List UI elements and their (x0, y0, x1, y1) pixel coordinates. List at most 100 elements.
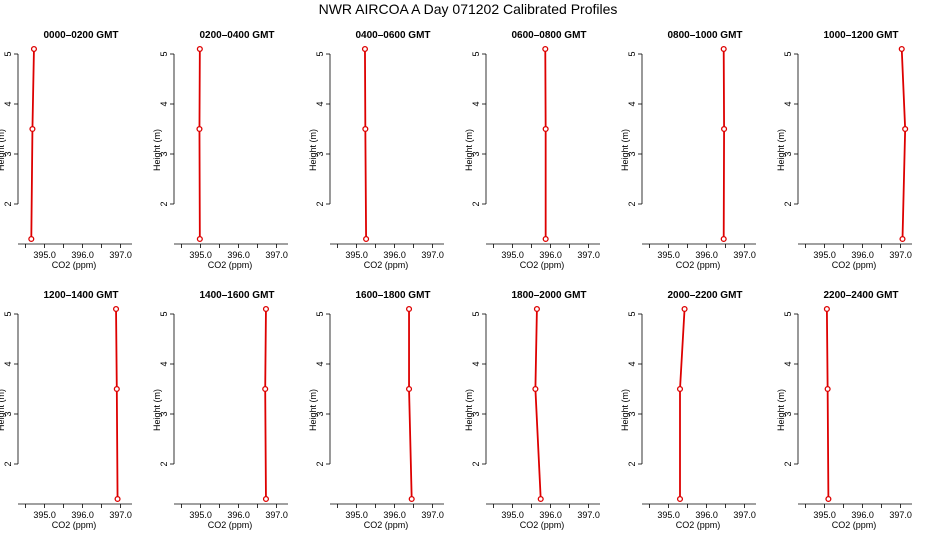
y-tick-label: 2 (627, 461, 637, 466)
data-point (196, 235, 203, 243)
data-point (542, 125, 549, 133)
y-tick-label: 2 (783, 201, 793, 206)
data-point (542, 235, 549, 243)
y-tick-label: 2 (315, 201, 325, 206)
panel-title: 0000–0200 GMT (43, 30, 118, 41)
data-point (676, 385, 684, 393)
x-tick-label: 396.0 (539, 510, 562, 520)
x-axis-label: CO2 (ppm) (364, 260, 409, 270)
profile-line (115, 308, 119, 500)
y-tick-label: 3 (783, 411, 793, 416)
panel-5: 0800–1000 GMT 2 3 4 5 Height (m) 395.0 396.0 397… (620, 30, 756, 270)
x-tick-label: 395.0 (501, 250, 524, 260)
x-tick-label: 395.0 (657, 250, 680, 260)
y-tick-label: 4 (3, 361, 13, 366)
data-point (720, 235, 727, 243)
data-point (899, 235, 906, 243)
x-tick-label: 396.0 (71, 250, 94, 260)
x-tick-label: 395.0 (501, 510, 524, 520)
y-tick-label: 3 (627, 151, 637, 156)
y-tick-label: 4 (315, 101, 325, 106)
y-tick-label: 2 (315, 461, 325, 466)
data-point (721, 125, 728, 133)
panel-11: 2000–2200 GMT 2 3 4 5 Height (m) 395.0 396.0 397… (620, 290, 756, 530)
x-tick-label: 396.0 (71, 510, 94, 520)
x-tick-label: 395.0 (345, 250, 368, 260)
panel-10: 1800–2000 GMT 2 3 4 5 Height (m) 395.0 396.0 397… (464, 290, 600, 530)
panel-title: 0400–0600 GMT (355, 30, 430, 41)
x-tick-label: 396.0 (851, 250, 874, 260)
profile-line (30, 48, 35, 240)
x-tick-label: 396.0 (695, 250, 718, 260)
y-tick-label: 5 (3, 311, 13, 316)
data-point (408, 495, 415, 503)
data-point (196, 45, 203, 53)
data-point (196, 125, 203, 133)
y-tick-label: 2 (3, 201, 13, 206)
y-tick-label: 4 (783, 361, 793, 366)
panel-1: 0000–0200 GMT 2 3 4 5 Height (m) 395.0 396.0 397… (0, 30, 132, 270)
profile-line (534, 308, 542, 500)
data-point (676, 495, 684, 503)
x-tick-label: 396.0 (851, 510, 874, 520)
y-axis-label: Height (m) (464, 389, 474, 431)
x-tick-label: 397.0 (889, 250, 912, 260)
x-tick-label: 397.0 (109, 250, 132, 260)
y-tick-label: 4 (315, 361, 325, 366)
panel-8: 1400–1600 GMT 2 3 4 5 Height (m) 395.0 396.0 397… (152, 290, 288, 530)
panel-title: 0200–0400 GMT (199, 30, 274, 41)
y-tick-label: 4 (159, 101, 169, 106)
panel-4: 0600–0800 GMT 2 3 4 5 Height (m) 395.0 396.0 397… (464, 30, 600, 270)
data-point (902, 125, 909, 133)
y-axis-label: Height (m) (308, 129, 318, 171)
x-tick-label: 395.0 (33, 250, 56, 260)
x-axis-label: CO2 (ppm) (52, 520, 97, 530)
panel-9: 1600–1800 GMT 2 3 4 5 Height (m) 395.0 396.0 397… (308, 290, 444, 530)
y-tick-label: 5 (315, 51, 325, 56)
x-axis-label: CO2 (ppm) (208, 520, 253, 530)
y-tick-label: 5 (783, 51, 793, 56)
x-axis-label: CO2 (ppm) (676, 520, 721, 530)
data-point (262, 305, 270, 313)
x-axis-label: CO2 (ppm) (520, 520, 565, 530)
panel-title: 1400–1600 GMT (199, 290, 274, 301)
data-point (362, 125, 369, 133)
y-axis-label: Height (m) (308, 389, 318, 431)
data-point (361, 45, 369, 53)
x-tick-label: 397.0 (421, 510, 444, 520)
x-axis-label: CO2 (ppm) (520, 260, 565, 270)
x-tick-label: 396.0 (383, 250, 406, 260)
y-tick-label: 3 (159, 151, 169, 156)
x-tick-label: 395.0 (813, 510, 836, 520)
data-point (112, 305, 120, 313)
data-point (405, 385, 413, 393)
x-tick-label: 396.0 (695, 510, 718, 520)
data-point (28, 235, 35, 243)
x-tick-label: 397.0 (265, 510, 288, 520)
y-tick-label: 5 (159, 51, 169, 56)
profile-line (900, 48, 907, 240)
data-point (823, 305, 830, 313)
panel-12: 2200–2400 GMT 2 3 4 5 Height (m) 395.0 396.0 397… (776, 290, 912, 530)
y-axis-label: Height (m) (0, 389, 6, 431)
y-tick-label: 2 (783, 461, 793, 466)
y-tick-label: 3 (471, 411, 481, 416)
y-tick-label: 3 (783, 151, 793, 156)
y-tick-label: 5 (471, 51, 481, 56)
x-axis-label: CO2 (ppm) (832, 260, 877, 270)
y-tick-label: 5 (315, 311, 325, 316)
x-tick-label: 397.0 (109, 510, 132, 520)
y-axis-label: Height (m) (152, 389, 162, 431)
y-tick-label: 5 (627, 51, 637, 56)
data-point (532, 385, 539, 393)
data-point (405, 305, 413, 313)
y-tick-label: 3 (471, 151, 481, 156)
x-tick-label: 396.0 (383, 510, 406, 520)
data-point (898, 45, 905, 53)
x-tick-label: 395.0 (33, 510, 56, 520)
y-tick-label: 2 (627, 201, 637, 206)
x-tick-label: 395.0 (657, 510, 680, 520)
y-tick-label: 4 (783, 101, 793, 106)
x-tick-label: 397.0 (733, 250, 756, 260)
